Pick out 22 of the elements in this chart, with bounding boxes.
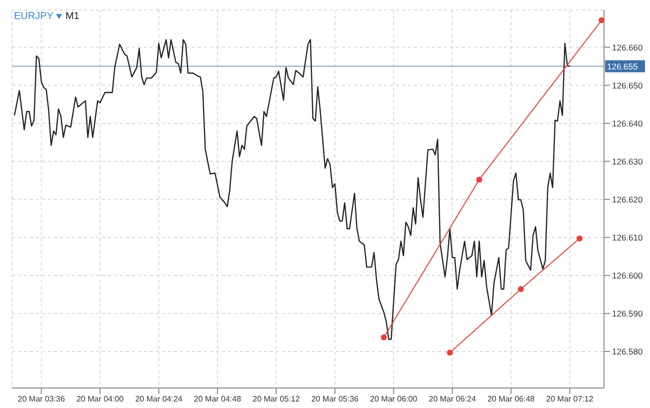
- x-tick-label: 20 Mar 05:12: [252, 394, 300, 404]
- y-tick-label: 126.600: [612, 270, 643, 280]
- x-tick-label: 20 Mar 06:24: [428, 394, 476, 404]
- x-tick-label: 20 Mar 06:00: [370, 394, 418, 404]
- chart-title: EURJPY: [14, 11, 54, 22]
- x-tick-label: 20 Mar 04:24: [135, 394, 183, 404]
- x-tick-label: 20 Mar 04:48: [194, 394, 242, 404]
- chart-subtitle: M1: [65, 11, 80, 22]
- y-tick-label: 126.580: [612, 346, 643, 357]
- y-tick-label: 126.630: [612, 156, 643, 166]
- x-tick-label: 20 Mar 03:36: [18, 394, 66, 404]
- x-tick-label: 20 Mar 05:36: [311, 394, 360, 404]
- x-tick-label: 20 Mar 06:48: [487, 394, 536, 404]
- x-tick-label: 20 Mar 04:00: [76, 394, 124, 404]
- y-tick-label: 126.590: [612, 308, 643, 318]
- y-tick-label: 126.660: [612, 42, 643, 52]
- x-tick-label: 20 Mar 07:12: [546, 394, 594, 404]
- y-tick-label: 126.640: [612, 118, 643, 128]
- ref-line-label: 126.655: [607, 61, 638, 72]
- y-tick-label: 126.610: [612, 232, 643, 242]
- y-tick-label: 126.650: [612, 80, 643, 90]
- y-tick-label: 126.620: [612, 194, 643, 204]
